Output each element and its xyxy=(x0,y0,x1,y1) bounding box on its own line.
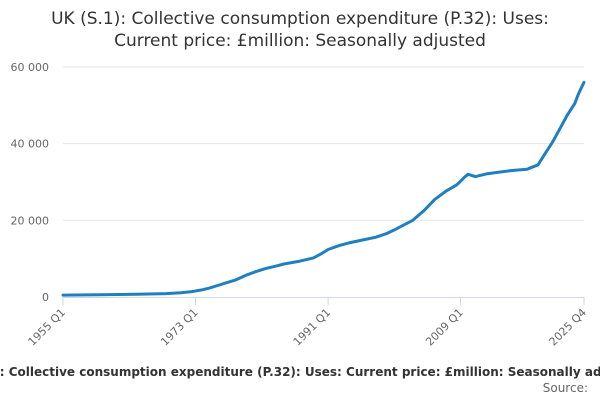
series-line[interactable] xyxy=(61,80,586,297)
y-tick-label: 40 000 xyxy=(11,138,50,151)
x-tick-label: 2009 Q1 xyxy=(423,306,466,349)
x-tick-label: 1955 Q1 xyxy=(26,306,69,349)
y-tick-label: 60 000 xyxy=(11,61,50,74)
x-tick-label: 1991 Q1 xyxy=(291,306,334,349)
legend[interactable]: UK (S.1): Collective consumption expendi… xyxy=(0,365,600,383)
y-tick-label: 0 xyxy=(42,291,49,304)
x-tick-label: 2025 Q4 xyxy=(547,306,590,349)
source-label: Source: xyxy=(542,381,588,395)
chart-title: UK (S.1): Collective consumption expendi… xyxy=(0,8,600,52)
chart-title-line-1: UK (S.1): Collective consumption expendi… xyxy=(51,9,549,29)
y-tick-label: 20 000 xyxy=(11,214,50,227)
legend-item[interactable]: UK (S.1): Collective consumption expendi… xyxy=(0,365,600,379)
x-tick-label: 1973 Q1 xyxy=(158,306,201,349)
chart-title-line-2: Current price: £million: Seasonally adju… xyxy=(114,31,486,51)
